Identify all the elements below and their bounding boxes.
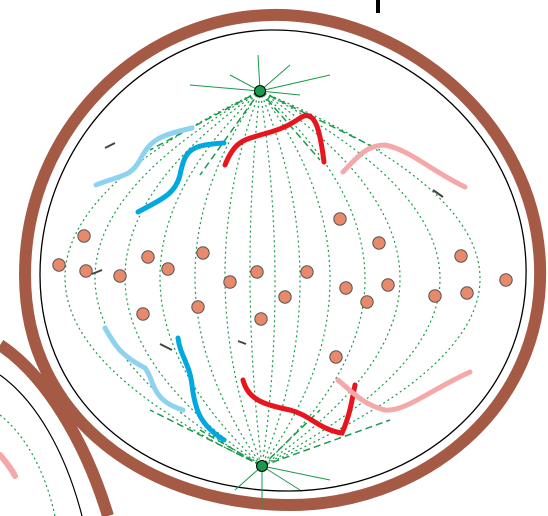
- chromosome: [175, 335, 227, 443]
- organelle: [454, 249, 468, 263]
- small-organelle: [432, 189, 444, 198]
- cell-membrane: [39, 29, 527, 492]
- organelle: [136, 307, 150, 321]
- spindle-fiber: [259, 90, 366, 467]
- organelle: [428, 289, 442, 303]
- spindle: [64, 54, 481, 505]
- neighbor-cell-wall: [0, 340, 114, 516]
- spindle-fiber: [259, 90, 481, 467]
- chromosome: [93, 125, 195, 188]
- organelle: [250, 265, 264, 279]
- spindle-fiber: [194, 90, 263, 467]
- small-organelle: [237, 340, 247, 345]
- chromosome: [102, 325, 186, 413]
- neighbor-chromosome: [0, 452, 18, 479]
- organelle: [196, 246, 210, 260]
- aster-ray: [189, 84, 261, 92]
- small-organelle: [104, 142, 116, 149]
- kinetochore-fiber: [149, 409, 263, 467]
- spindle-fiber: [249, 90, 263, 467]
- organelle: [360, 295, 374, 309]
- organelle: [278, 290, 292, 304]
- chromosome: [135, 140, 227, 215]
- aster-ray: [261, 465, 331, 481]
- kinetochore-fiber: [199, 90, 261, 176]
- organelle: [300, 265, 314, 279]
- kinetochore-fiber: [149, 90, 261, 151]
- organelle: [254, 312, 268, 326]
- organelle: [52, 258, 66, 272]
- organelle: [191, 300, 205, 314]
- spindle-pole: [256, 460, 268, 472]
- small-organelle: [159, 343, 173, 351]
- organelles: [52, 142, 513, 364]
- organelle: [499, 273, 513, 287]
- chromosome: [240, 377, 358, 436]
- chromosome: [335, 369, 473, 413]
- spindle-fiber: [259, 90, 331, 467]
- organelle: [339, 281, 353, 295]
- organelle: [79, 264, 93, 278]
- organelle: [141, 250, 155, 264]
- spindle-fiber: [259, 90, 401, 467]
- chromosome: [222, 113, 327, 168]
- organelle: [381, 278, 395, 292]
- aster-ray: [261, 465, 301, 491]
- aster-ray: [259, 64, 291, 92]
- aster-ray: [234, 465, 263, 491]
- organelle: [161, 262, 175, 276]
- cell-wall: [18, 8, 547, 512]
- kinetochore-fiber: [259, 90, 381, 151]
- chromosomes: [93, 113, 473, 443]
- organelle: [223, 275, 237, 289]
- kinetochore-fiber: [199, 429, 263, 467]
- small-organelle: [91, 269, 103, 275]
- spindle-fiber: [259, 90, 276, 467]
- kinetochore-fiber: [261, 419, 391, 467]
- spindle-pole: [254, 85, 266, 97]
- organelle: [77, 229, 91, 243]
- neighbor-cell-membrane: [0, 374, 83, 516]
- spindle-fiber: [94, 90, 263, 467]
- organelle: [329, 350, 343, 364]
- organelle: [372, 236, 386, 250]
- organelle: [460, 286, 474, 300]
- aster-ray: [257, 54, 261, 92]
- aster-ray: [259, 90, 301, 96]
- chromosome: [340, 142, 468, 190]
- neighbor-spindle: [0, 414, 56, 516]
- organelle: [333, 212, 347, 226]
- organelle: [113, 269, 127, 283]
- aster-ray: [259, 74, 331, 92]
